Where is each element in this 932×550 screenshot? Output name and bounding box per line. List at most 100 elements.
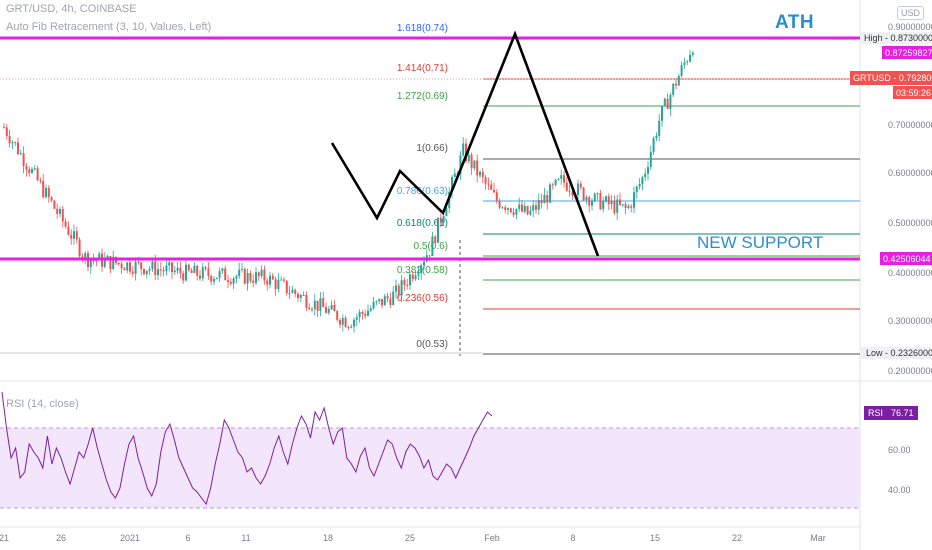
candle-body [487,183,490,185]
candle-body [540,200,543,204]
candle-body [675,83,677,86]
fib-label-0382: 0.382(0.58) [397,265,448,276]
candle-body [199,275,201,279]
candle-body [159,269,162,271]
indicator-label[interactable]: Auto Fib Retracement (3, 10, Values, Lef… [6,21,212,33]
candle-body [451,177,453,192]
candle-body [28,169,31,173]
candle-body [61,209,64,222]
rsi-name-tag [864,406,886,420]
candle-body [616,199,619,213]
candle-body [59,209,61,214]
candle-body [3,127,5,129]
candle-body [462,143,465,156]
candle-body [210,275,213,282]
candle-body [330,305,333,309]
candle-body [47,187,50,198]
candle-body [470,154,473,169]
countdown-label: 03:59:26 [896,88,931,98]
candle-body [341,318,344,325]
candle-body [232,278,235,284]
rsi-title[interactable]: RSI (14, close) [6,398,79,410]
candle-body [630,206,633,208]
candle-body [591,201,593,206]
candle-body [613,200,616,213]
candle-body [81,256,84,258]
candle-body [22,153,25,167]
candle-body [271,275,274,280]
candle-body [434,236,437,243]
cursor-price-tag [882,46,932,59]
candle-body [383,296,386,306]
candle-body [129,262,131,272]
candle-body [302,294,305,296]
candle-body [535,205,537,210]
candle-body [490,184,493,190]
candle-body [78,239,81,257]
candle-body [179,267,182,274]
candle-body [501,207,504,209]
candle-body [8,136,11,144]
candle-body [358,312,361,318]
candle-body [39,180,42,182]
candle-body [579,183,582,188]
candle-body [459,155,462,175]
countdown-tag [893,86,932,99]
candle-body [347,327,350,329]
candle-body [392,291,395,305]
currency-button[interactable]: USD [897,6,925,20]
high-tag [860,32,932,44]
candle-body [299,295,302,298]
candle-body [549,184,551,203]
candle-body [165,265,168,272]
candle-body [649,151,652,167]
symbol-price-label: GRTUSD - 0.79280000 [853,73,932,83]
candle-body [652,138,655,152]
candle-body [439,217,442,223]
candle-body [512,212,515,215]
projection-path[interactable] [330,30,600,257]
candle-body [285,280,288,294]
candle-body [246,272,249,284]
candle-body [666,98,669,109]
candle-body [134,261,137,274]
time-tick-mar: Mar [810,533,826,543]
candle-body [260,269,263,276]
candle-body [593,193,596,202]
candle-body [495,192,498,201]
candle-body [319,298,322,311]
high-tag-label: High - 0.87300000 [864,33,932,43]
candle-body [109,255,112,270]
candle-body [73,231,75,239]
candle-body [120,263,123,269]
candle-body [280,279,283,281]
candle-body [168,262,171,266]
candle-body [543,195,546,204]
candle-body [19,153,22,155]
candle-body [157,269,159,276]
candle-body [588,197,591,206]
candle-body [11,142,14,144]
rsi-tick-40: 40.00 [888,485,911,495]
candle-body [635,186,638,193]
candle-body [607,196,610,205]
candle-body [33,168,36,170]
rsi-name-label: RSI [868,408,883,418]
candle-body [344,318,347,328]
candle-body [417,273,420,276]
candle-body [406,284,409,286]
candle-body [411,274,414,280]
candle-body [563,175,565,183]
candle-body [672,83,675,95]
candle-body [428,255,431,257]
candle-body [663,98,666,106]
candle-body [255,272,257,283]
candle-body [571,191,574,196]
candle-body [190,270,193,273]
fib-label-1414: 1.414(0.71) [397,63,448,74]
candle-body [689,54,691,62]
candle-body [131,271,134,274]
candle-body [266,280,269,285]
candle-body [420,265,423,274]
